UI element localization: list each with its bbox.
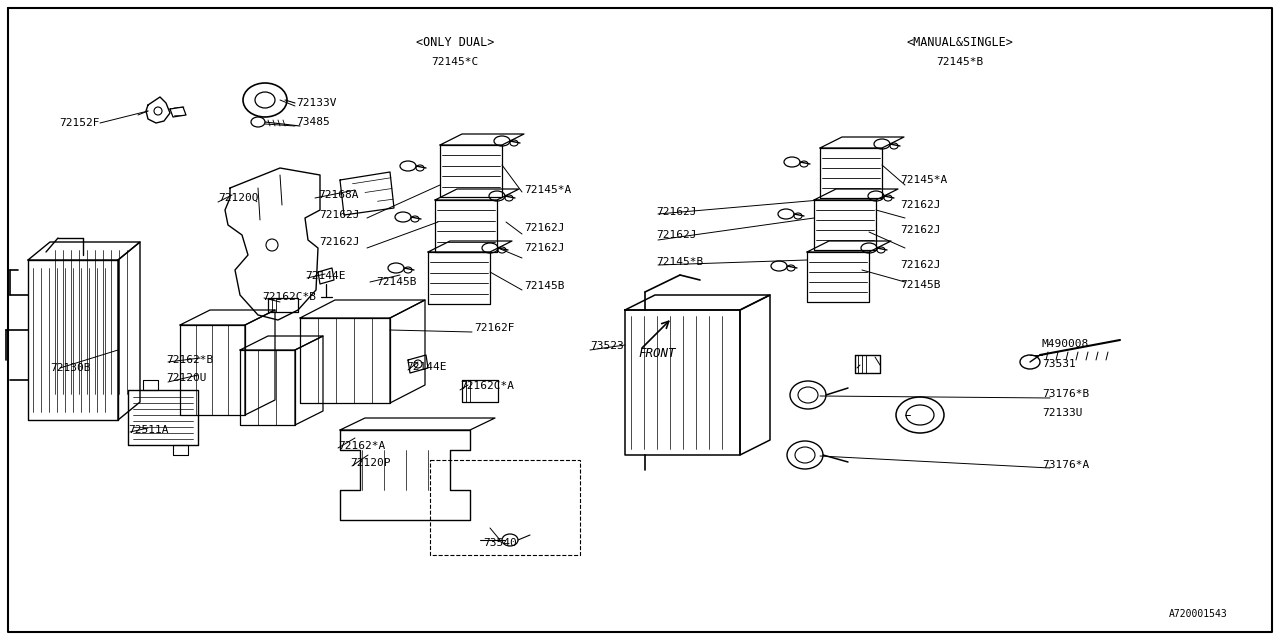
Text: 72145*B: 72145*B xyxy=(937,57,983,67)
Text: 72162C*A: 72162C*A xyxy=(460,381,515,391)
Text: 72144E: 72144E xyxy=(305,271,346,281)
Text: 72145*C: 72145*C xyxy=(431,57,479,67)
Text: 72152F: 72152F xyxy=(59,118,100,128)
Text: 73485: 73485 xyxy=(296,117,330,127)
Text: <ONLY DUAL>: <ONLY DUAL> xyxy=(416,35,494,49)
Text: 73523: 73523 xyxy=(590,341,623,351)
Text: 73540: 73540 xyxy=(483,538,517,548)
Text: M490008: M490008 xyxy=(1042,339,1089,349)
Text: 72162J: 72162J xyxy=(657,230,696,240)
Text: 72162J: 72162J xyxy=(657,207,696,217)
Text: 72120U: 72120U xyxy=(166,373,206,383)
Text: 72133V: 72133V xyxy=(296,98,337,108)
Text: 72511A: 72511A xyxy=(128,425,169,435)
Text: 73176*B: 73176*B xyxy=(1042,389,1089,399)
Text: FRONT: FRONT xyxy=(637,346,676,360)
Text: 72145B: 72145B xyxy=(376,277,416,287)
Text: 72145B: 72145B xyxy=(900,280,941,290)
Text: 72145B: 72145B xyxy=(524,281,564,291)
Text: 72162J: 72162J xyxy=(900,200,941,210)
Text: 72162J: 72162J xyxy=(320,237,360,247)
Text: 72162C*B: 72162C*B xyxy=(262,292,316,302)
Text: 72162J: 72162J xyxy=(320,210,360,220)
Text: 72162J: 72162J xyxy=(900,225,941,235)
Text: 72162J: 72162J xyxy=(524,243,564,253)
Text: 72145*A: 72145*A xyxy=(900,175,947,185)
Text: 73531: 73531 xyxy=(1042,359,1075,369)
Text: 72168A: 72168A xyxy=(317,190,358,200)
Text: 72130B: 72130B xyxy=(50,363,91,373)
Text: 72120Q: 72120Q xyxy=(218,193,259,203)
Text: A720001543: A720001543 xyxy=(1169,609,1228,619)
Bar xyxy=(430,460,580,555)
Text: 72162F: 72162F xyxy=(474,323,515,333)
Text: 72145*B: 72145*B xyxy=(657,257,703,267)
Text: 72162*A: 72162*A xyxy=(338,441,385,451)
Text: 73176*A: 73176*A xyxy=(1042,460,1089,470)
Text: 72144E: 72144E xyxy=(406,362,447,372)
Text: 72162J: 72162J xyxy=(900,260,941,270)
Text: 72162*B: 72162*B xyxy=(166,355,214,365)
Text: <MANUAL&SINGLE>: <MANUAL&SINGLE> xyxy=(906,35,1014,49)
Text: 72162J: 72162J xyxy=(524,223,564,233)
Text: 72120P: 72120P xyxy=(349,458,390,468)
Text: 72133U: 72133U xyxy=(1042,408,1083,418)
Text: 72145*A: 72145*A xyxy=(524,185,571,195)
